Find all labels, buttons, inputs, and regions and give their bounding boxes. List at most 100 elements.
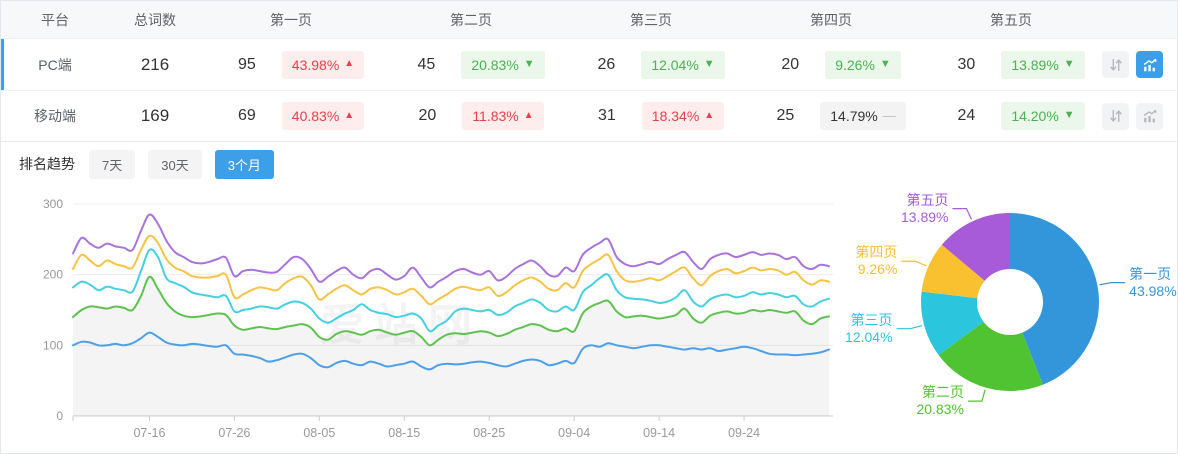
page-count: 69 [238,107,256,124]
pie-slice-3[interactable] [921,244,985,299]
trend-badge: 14.79% — [820,102,906,130]
pie-label-1: 第二页 20.83% [916,384,964,418]
sort-arrows-button[interactable] [1102,102,1129,130]
svg-text:0: 0 [56,409,63,423]
trend-arrow-icon: ▲ [523,109,534,121]
svg-text:07-26: 07-26 [218,426,250,440]
page2-cell: 45 20.83% ▼ [381,50,561,79]
pie-slice-2[interactable] [921,291,984,356]
pie-slice-4[interactable] [941,213,1010,281]
line-series-1 [72,275,830,347]
total-words-value: 216 [140,54,170,74]
col-header-page1: 第一页 [270,11,312,28]
trend-chart-icon [1143,109,1156,123]
page-count: 20 [781,55,800,73]
selected-row-indicator [1,39,4,90]
page-share-donut-chart: 第一页 43.98% 第二页 20.83% 第三页 12.04% 第四页 9.26% 第五页 13… [845,184,1177,434]
page-count: 25 [776,107,795,124]
trend-arrow-icon: ▼ [1063,109,1075,121]
trend-badge: 12.04% ▼ [641,50,725,79]
page4-cell: 20 9.26% ▼ [741,50,921,79]
col-header-page2: 第二页 [450,11,492,28]
col-header-platform: 平台 [41,11,69,28]
pie-label-4: 第五页 13.89% [900,191,949,225]
svg-text:08-15: 08-15 [388,426,420,440]
col-header-total: 总词数 [134,11,176,28]
trend-arrow-icon: ▼ [1063,57,1075,70]
up-down-arrows-icon [1109,58,1122,71]
trend-badge: 14.20% ▼ [1001,102,1085,130]
area-fill-series-1 [73,276,829,416]
table-header-row: 平台 总词数 第一页 第二页 第三页 第四页 第五页 [1,1,1177,39]
trend-arrow-icon: — [882,107,896,123]
page-count: 45 [417,55,436,73]
up-down-arrows-icon [1109,109,1122,123]
pie-label-2: 第三页 12.04% [845,311,893,345]
platform-label: 移动端 [1,106,109,126]
col-header-page4: 第四页 [810,11,852,28]
platform-label: PC端 [1,39,109,90]
line-series-4 [72,213,830,289]
line-series-0 [72,331,830,371]
trend-badge: 20.83% ▼ [461,50,545,79]
page5-cell: 24 14.20% ▼ [921,102,1101,130]
pie-label-3: 第四页 9.26% [855,244,898,278]
trend-arrow-icon: ▼ [523,57,535,70]
page1-cell: 69 40.83% ▲ [201,102,381,130]
page-count: 30 [957,55,976,73]
trend-chart-button[interactable] [1136,51,1163,78]
donut-chart-canvas [896,208,1126,402]
page-count: 26 [597,55,616,73]
trend-chart-button[interactable] [1136,102,1163,130]
pie-label-line-3 [901,260,927,267]
trend-badge: 40.83% ▲ [281,102,365,130]
tab-30days[interactable]: 30天 [148,149,202,179]
total-words-value: 169 [140,106,170,125]
page-count: 31 [598,107,616,124]
page2-cell: 20 11.83% ▲ [381,102,561,130]
trend-section-title: 排名趋势 [19,156,75,172]
line-series-3 [72,234,830,306]
line-chart-canvas[interactable]: 0 100 200 300 07-16 07-26 08-05 08-15 08-25 09-04… [1,187,846,453]
selected-row-indicator [1,91,4,141]
page-count: 20 [418,107,437,124]
pie-slice-1[interactable] [938,321,1043,391]
svg-text:200: 200 [43,268,63,282]
tab-3months[interactable]: 3个月 [214,149,274,179]
table-row-pc[interactable]: PC端 216 95 43.98% ▲ 45 20.83% ▼ 26 12.04% ▼… [1,39,1177,90]
rank-trend-line-chart[interactable]: 爱站网 010020030007-1607-2608-0508-1508-250… [1,187,846,453]
sort-arrows-button[interactable] [1102,51,1129,78]
page3-cell: 31 18.34% ▲ [561,102,741,130]
trend-arrow-icon: ▼ [703,57,715,70]
tab-7days[interactable]: 7天 [89,149,136,179]
svg-text:100: 100 [43,338,63,352]
page-count: 24 [957,107,976,124]
svg-text:09-04: 09-04 [558,426,590,440]
svg-text:09-24: 09-24 [728,426,760,440]
trend-arrow-icon: ▲ [344,109,355,121]
svg-text:07-16: 07-16 [133,426,165,440]
pie-label-0: 第一页 43.98% [1129,265,1177,299]
svg-text:09-14: 09-14 [643,426,675,440]
page5-cell: 30 13.89% ▼ [921,50,1101,79]
line-series-2 [72,248,830,333]
trend-badge: 18.34% ▲ [641,102,725,130]
svg-text:08-25: 08-25 [473,426,505,440]
pie-label-line-2 [896,324,923,330]
svg-text:300: 300 [43,197,63,211]
trend-badge: 11.83% ▲ [462,102,544,130]
trend-badge: 43.98% ▲ [281,50,365,79]
trend-arrow-icon: ▼ [879,57,891,70]
pie-slice-0[interactable] [1010,213,1099,385]
page1-cell: 95 43.98% ▲ [201,50,381,79]
svg-text:08-05: 08-05 [303,426,335,440]
col-header-page5: 第五页 [990,11,1032,28]
trend-badge: 13.89% ▼ [1001,50,1085,79]
page3-cell: 26 12.04% ▼ [561,50,741,79]
trend-arrow-icon: ▲ [344,58,355,69]
table-row-mobile[interactable]: 移动端 169 69 40.83% ▲ 20 11.83% ▲ 31 18.34% ▲… [1,90,1177,141]
page4-cell: 25 14.79% — [741,102,921,130]
trend-arrow-icon: ▲ [704,109,715,121]
trend-badge: 9.26% ▼ [825,50,901,79]
